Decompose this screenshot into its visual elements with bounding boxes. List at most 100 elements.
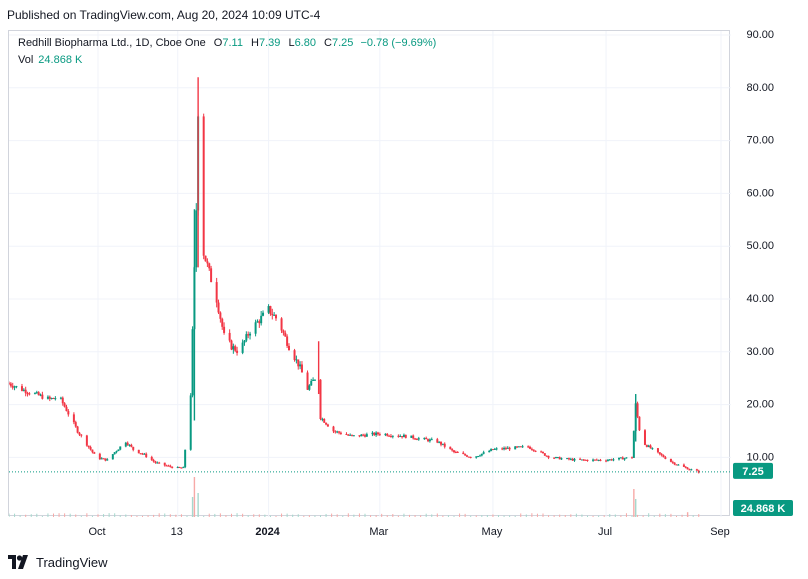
volume-bar	[598, 515, 600, 517]
candle-body	[347, 434, 350, 436]
candle-body	[465, 455, 468, 457]
volume-bar	[91, 515, 93, 517]
candle-body	[373, 432, 376, 436]
candle-body	[664, 457, 667, 459]
volume-value: 24.868 K	[38, 54, 83, 66]
candle-body	[410, 435, 413, 438]
candle-body	[462, 452, 465, 455]
candle-body	[39, 394, 42, 396]
candle-body	[282, 330, 285, 333]
tradingview-brand[interactable]: TradingView	[36, 554, 108, 570]
volume-bar	[142, 515, 143, 517]
candle-body	[443, 443, 446, 447]
x-tick-label: Oct	[88, 526, 105, 538]
symbol-name[interactable]: Redhill Biopharma Ltd., 1D, Cboe One	[18, 37, 206, 49]
volume-bar	[353, 514, 355, 517]
candle-body	[402, 434, 405, 438]
volume-bar	[392, 514, 394, 517]
candle-body	[495, 448, 498, 450]
candle-body	[87, 445, 90, 448]
volume-bar	[147, 515, 149, 517]
candle-body	[673, 462, 676, 465]
volume-bar	[403, 513, 405, 517]
candle-body	[560, 458, 563, 460]
candle-body	[210, 268, 213, 283]
candle-body	[632, 431, 635, 458]
x-tick-label: 13	[171, 526, 183, 538]
candle-body	[102, 458, 105, 460]
candle-body	[351, 434, 354, 436]
candle-body	[645, 444, 648, 447]
top-bar: Published on TradingView.com, Aug 20, 20…	[0, 0, 808, 30]
candle-body	[440, 441, 443, 445]
volume-bar	[370, 515, 372, 517]
volume-bar	[664, 514, 666, 517]
volume-bar	[86, 513, 88, 517]
tradingview-logo-icon[interactable]	[8, 555, 30, 569]
candle-body	[675, 464, 678, 466]
volume-spike-bar	[633, 489, 635, 517]
volume-bar	[581, 514, 583, 517]
candle-body	[384, 433, 387, 435]
candle-body	[417, 438, 420, 440]
volume-bar	[614, 514, 616, 517]
candle-body	[50, 398, 53, 400]
volume-bar	[397, 515, 399, 517]
candle-body	[612, 459, 615, 461]
candle-body	[334, 431, 337, 433]
volume-bar	[203, 515, 205, 517]
candle-body	[349, 434, 352, 436]
candle-body	[308, 385, 311, 390]
candle-body	[682, 464, 685, 467]
candle-body	[15, 386, 18, 388]
candle-body	[677, 464, 680, 466]
last-volume-badge	[733, 500, 793, 516]
volume-bar	[303, 515, 305, 517]
candle-body	[48, 396, 51, 399]
candle-body	[178, 467, 181, 469]
candle-body	[306, 372, 309, 390]
candle-body	[85, 435, 88, 446]
volume-bar	[453, 515, 455, 517]
candle-body	[137, 449, 140, 454]
candle-body	[106, 459, 109, 461]
volume-bar	[620, 515, 622, 517]
candle-body	[521, 446, 524, 448]
volume-bar	[158, 513, 160, 517]
chart-frame[interactable]	[8, 30, 731, 517]
candle-body	[529, 446, 532, 449]
volume-bar	[609, 514, 611, 517]
candle-body	[656, 448, 659, 453]
candle-body	[690, 469, 693, 471]
candle-body	[273, 314, 276, 316]
x-tick-label: Jul	[598, 526, 612, 538]
candle-body	[143, 453, 146, 455]
candle-body	[451, 449, 454, 451]
candle-body	[33, 393, 36, 395]
candle-body	[456, 452, 459, 454]
candle-body	[378, 434, 381, 436]
candle-body	[362, 434, 365, 436]
volume-bar	[75, 514, 77, 517]
candle-body	[401, 436, 404, 438]
volume-bar	[409, 514, 410, 517]
open-value: 7.11	[222, 37, 243, 49]
volume-bar	[25, 514, 27, 517]
volume-spike-bar	[197, 493, 199, 517]
price-chart[interactable]	[9, 31, 731, 517]
candle-body	[78, 432, 81, 435]
volume-bar	[169, 514, 171, 517]
volume-bar	[659, 513, 661, 517]
candle-body	[254, 322, 257, 334]
candle-body	[595, 459, 598, 461]
volume-bar	[531, 513, 533, 517]
candle-body	[113, 452, 116, 455]
candle-body	[128, 444, 131, 446]
candle-body	[404, 434, 407, 438]
candle-body	[477, 456, 480, 458]
volume-bar	[164, 513, 166, 517]
candle-body	[501, 448, 504, 450]
candle-body	[271, 313, 274, 316]
volume-bar	[681, 514, 683, 517]
volume-bar	[625, 513, 627, 517]
